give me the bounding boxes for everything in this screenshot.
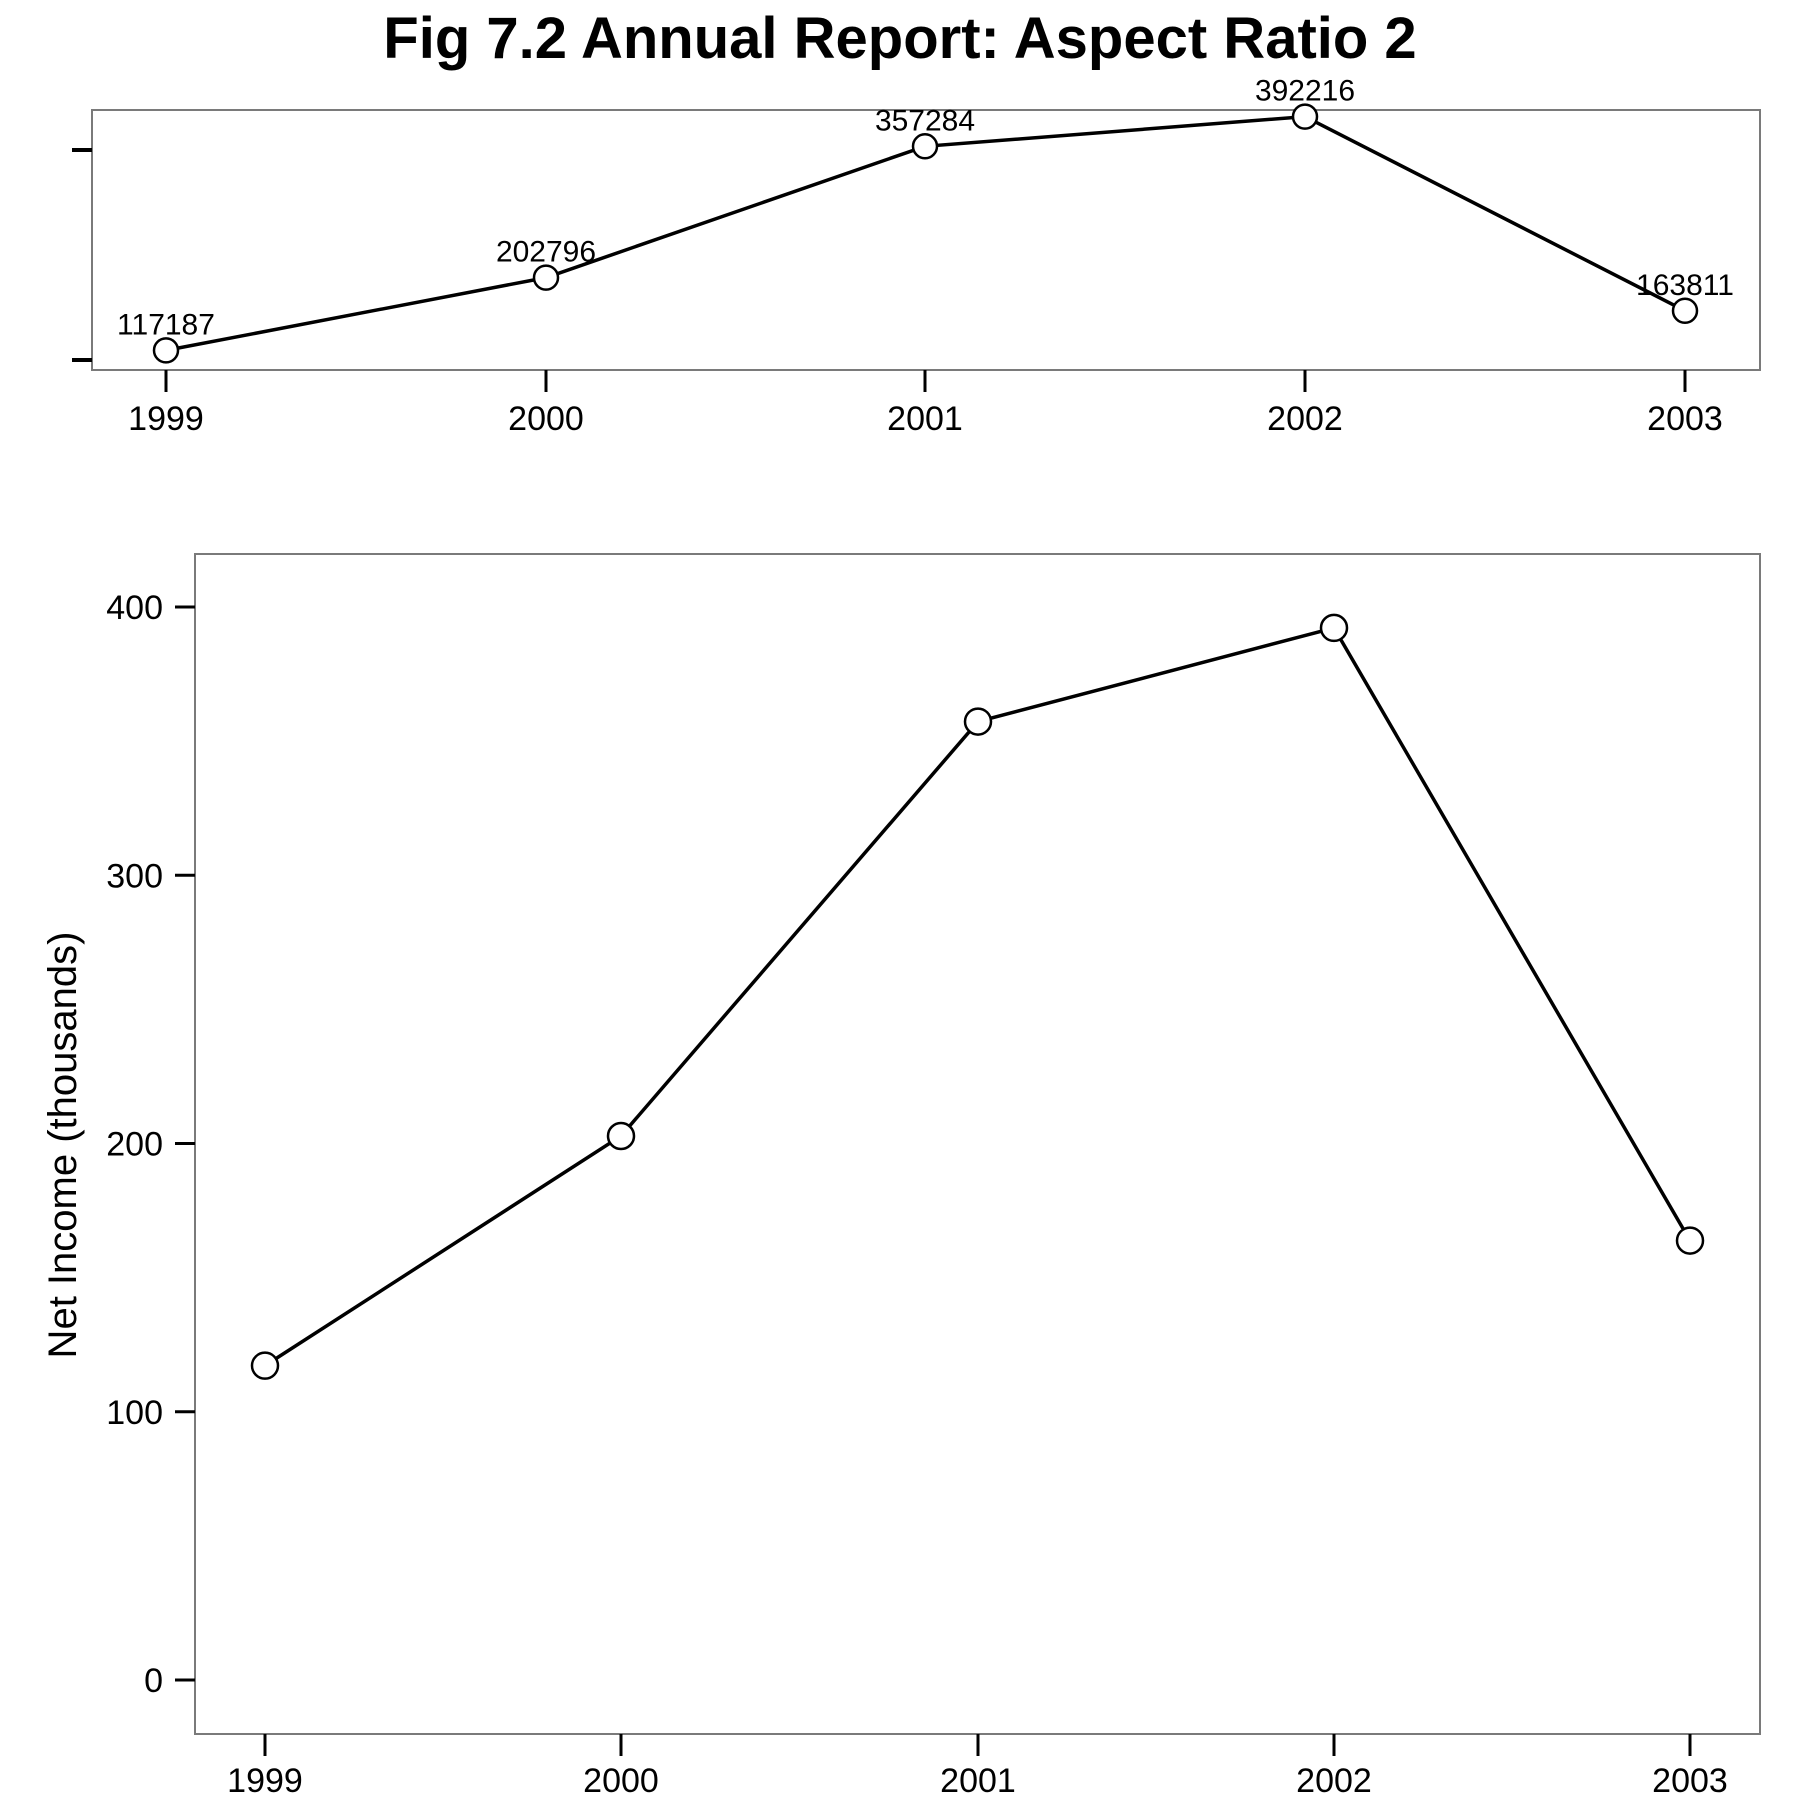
top-data-label: 202796 bbox=[496, 236, 596, 269]
y-axis-title: Net Income (thousands) bbox=[41, 932, 85, 1359]
top-data-point bbox=[1291, 103, 1319, 130]
bottom-x-tick-label: 1999 bbox=[227, 1762, 303, 1800]
top-x-tick-label: 2002 bbox=[1267, 400, 1343, 438]
bottom-panel: 0 100 200 300 400 1999 2000 2001 2002 2003 Net I… bbox=[41, 553, 1761, 1800]
bottom-series-line bbox=[264, 625, 1692, 1368]
bottom-data-point bbox=[963, 707, 993, 736]
top-data-label: 163811 bbox=[1636, 269, 1734, 302]
bottom-y-tick-label: 300 bbox=[106, 857, 163, 895]
top-data-point bbox=[1671, 297, 1699, 325]
bottom-y-tick-label: 200 bbox=[106, 1126, 163, 1164]
bottom-data-point bbox=[606, 1121, 636, 1151]
top-x-tick-label: 2001 bbox=[887, 400, 963, 438]
bottom-y-axis: 0 100 200 300 400 bbox=[106, 589, 195, 1700]
bottom-y-tick-label: 100 bbox=[106, 1394, 163, 1432]
top-data-label: 392216 bbox=[1255, 75, 1355, 108]
bottom-data-point bbox=[250, 1351, 280, 1380]
top-data-point bbox=[911, 133, 939, 160]
top-data-labels: 117187 202796 357284 392216 163811 bbox=[117, 75, 1734, 342]
bottom-x-tick-label: 2001 bbox=[940, 1762, 1016, 1800]
top-data-point bbox=[152, 337, 180, 364]
bottom-x-tick-label: 2000 bbox=[583, 1762, 659, 1800]
top-x-tick-label: 2003 bbox=[1647, 400, 1723, 438]
bottom-y-tick-label: 400 bbox=[106, 589, 163, 627]
chart-title: Fig 7.2 Annual Report: Aspect Ratio 2 bbox=[383, 6, 1416, 71]
top-data-label: 357284 bbox=[875, 104, 975, 137]
bottom-series bbox=[250, 613, 1705, 1380]
bottom-y-tick-label: 0 bbox=[144, 1662, 163, 1700]
top-series bbox=[152, 103, 1699, 364]
top-y-axis bbox=[72, 148, 92, 362]
bottom-x-tick-label: 2003 bbox=[1652, 1762, 1728, 1800]
bottom-data-point bbox=[1319, 613, 1349, 643]
top-data-label: 117187 bbox=[117, 308, 215, 341]
top-data-point bbox=[532, 264, 560, 291]
top-x-axis: 1999 2000 2001 2002 2003 bbox=[128, 370, 1723, 438]
top-x-tick-label: 1999 bbox=[128, 400, 204, 438]
bottom-x-axis: 1999 2000 2001 2002 2003 bbox=[227, 1734, 1728, 1800]
bottom-data-point bbox=[1675, 1226, 1705, 1255]
top-panel: 1999 2000 2001 2002 2003 117187 202796 357284 3… bbox=[72, 75, 1761, 438]
top-x-tick-label: 2000 bbox=[508, 400, 584, 438]
bottom-x-tick-label: 2002 bbox=[1296, 1762, 1372, 1800]
